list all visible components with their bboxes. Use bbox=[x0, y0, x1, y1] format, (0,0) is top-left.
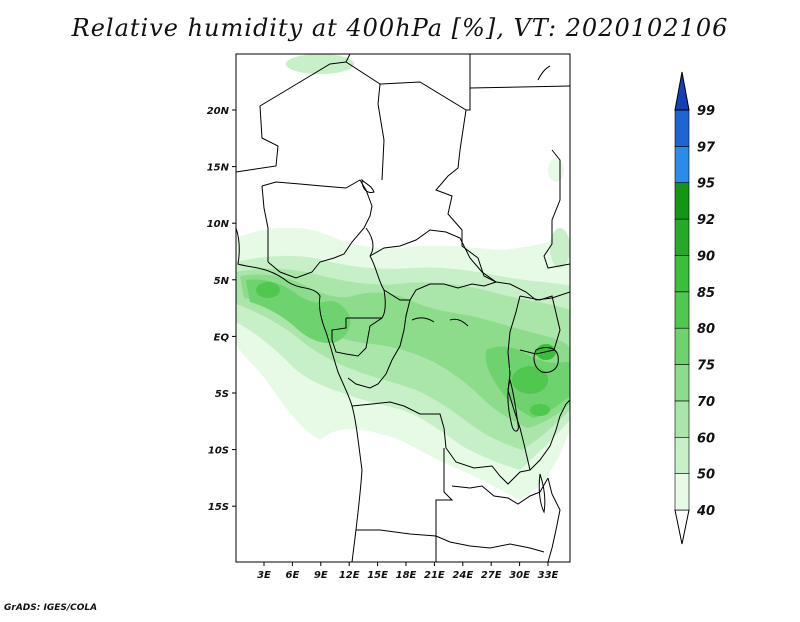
colorbar-segment bbox=[674, 364, 690, 402]
colorbar-segment bbox=[674, 218, 690, 256]
border-congo-drc bbox=[347, 299, 411, 389]
border-nigeria bbox=[261, 179, 373, 279]
colorbar-segment bbox=[674, 327, 690, 365]
colorbar-segment bbox=[674, 146, 690, 184]
colorbar-label: 95 bbox=[697, 177, 715, 192]
lat-label: 15N bbox=[207, 163, 230, 174]
lat-label: 5N bbox=[214, 276, 230, 287]
lake-chad bbox=[361, 178, 375, 193]
humidity-zone-80d bbox=[530, 404, 550, 416]
border-malawi bbox=[547, 477, 561, 562]
border-uganda bbox=[519, 295, 561, 355]
country-borders bbox=[236, 54, 570, 562]
border-sudan-ethiopia bbox=[543, 149, 570, 269]
colorbar-label: 97 bbox=[697, 140, 716, 155]
colorbar-segment bbox=[674, 291, 690, 329]
humidity-zone-80a bbox=[256, 282, 280, 298]
colorbar-label: 50 bbox=[697, 468, 715, 483]
border-benin bbox=[261, 185, 269, 262]
border-car bbox=[369, 229, 497, 283]
colorbar: 40 50 60 70 75 80 85 90 92 95 97 99 bbox=[674, 71, 716, 545]
border-drc-south bbox=[351, 401, 531, 485]
lat-label: EQ bbox=[214, 332, 230, 343]
colorbar-label: 80 bbox=[697, 322, 715, 337]
colorbar-label: 90 bbox=[697, 249, 715, 264]
border-libya bbox=[466, 54, 471, 111]
border-car-drc bbox=[383, 281, 497, 301]
colorbar-label: 92 bbox=[697, 213, 715, 228]
red-sea-coast bbox=[537, 65, 551, 81]
colorbar-label: 85 bbox=[697, 286, 715, 301]
latitude-axis: 20N 15N 10N 5N EQ 5S 10S 15S bbox=[207, 106, 236, 513]
colorbar-label: 75 bbox=[697, 359, 715, 374]
border-zambia bbox=[451, 477, 549, 505]
longitude-axis: 3E 6E 9E 12E 15E 18E 21E 24E 27E 30E 33E bbox=[257, 562, 559, 581]
colorbar-segment bbox=[674, 400, 690, 438]
lon-label: 15E bbox=[367, 570, 388, 581]
footer-credit: GrADS: IGES/COLA bbox=[4, 603, 98, 613]
lon-label: 12E bbox=[339, 570, 360, 581]
border-gabon bbox=[331, 317, 383, 357]
border-kenya bbox=[551, 291, 570, 299]
border-niger-chad bbox=[236, 61, 385, 181]
map-frame bbox=[235, 53, 571, 563]
lake-victoria bbox=[533, 347, 559, 373]
border-tanzania bbox=[529, 399, 570, 471]
lake-malawi bbox=[538, 473, 546, 514]
lake-tanganyika bbox=[507, 378, 519, 432]
river-congo bbox=[411, 317, 469, 327]
coastline-west bbox=[236, 227, 363, 562]
colorbar-segment bbox=[674, 255, 690, 293]
border-cameroon bbox=[346, 227, 386, 319]
colorbar-segment bbox=[674, 473, 690, 511]
colorbar-arrow-top bbox=[674, 71, 690, 111]
lon-label: 27E bbox=[481, 570, 502, 581]
humidity-zone-80b bbox=[512, 366, 548, 394]
border-namibia bbox=[356, 529, 545, 553]
colorbar-arrow-bottom bbox=[674, 509, 690, 545]
lat-label: 10N bbox=[207, 219, 230, 230]
lon-label: 3E bbox=[257, 570, 271, 581]
colorbar-label: 40 bbox=[696, 504, 715, 519]
humidity-patch-north bbox=[286, 54, 354, 74]
lon-label: 24E bbox=[452, 570, 473, 581]
colorbar-segment bbox=[674, 436, 690, 474]
lon-label: 21E bbox=[424, 570, 445, 581]
lon-label: 9E bbox=[314, 570, 328, 581]
colorbar-label: 60 bbox=[697, 431, 715, 446]
humidity-patch-northeast bbox=[548, 158, 564, 182]
lat-label: 15S bbox=[208, 502, 229, 513]
border-algeria bbox=[345, 54, 351, 63]
lat-label: 5S bbox=[215, 389, 229, 400]
colorbar-label: 99 bbox=[697, 104, 715, 119]
border-egypt-sudan bbox=[469, 85, 570, 89]
border-angola-zambia bbox=[435, 448, 454, 562]
lat-label: 20N bbox=[207, 106, 230, 117]
colorbar-segment bbox=[674, 109, 690, 147]
lon-label: 6E bbox=[286, 570, 300, 581]
colorbar-segment bbox=[674, 182, 690, 220]
lat-label: 10S bbox=[208, 446, 229, 457]
lon-label: 18E bbox=[396, 570, 417, 581]
humidity-patch-east bbox=[550, 228, 570, 268]
map-title: Relative humidity at 400hPa [%], VT: 202… bbox=[71, 14, 729, 42]
lon-label: 33E bbox=[538, 570, 559, 581]
colorbar-label: 70 bbox=[697, 395, 715, 410]
border-chad-sudan bbox=[379, 81, 553, 301]
lon-label: 30E bbox=[509, 570, 530, 581]
